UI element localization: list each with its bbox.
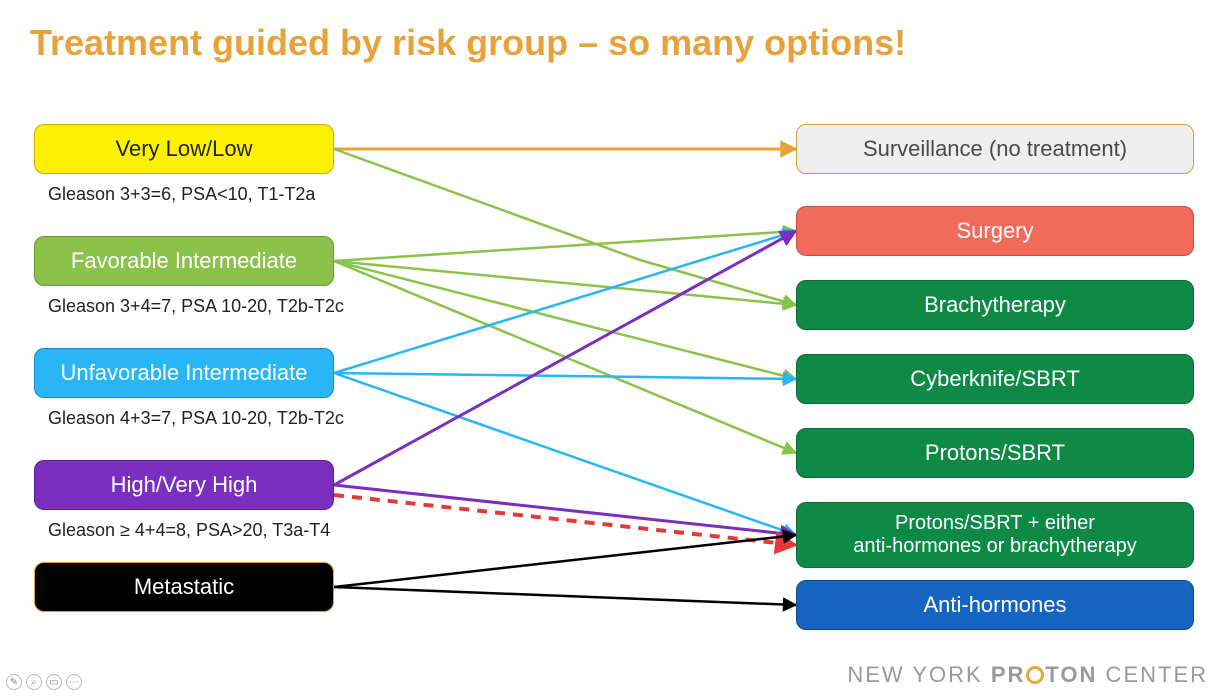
- treatment-box-surveillance: Surveillance (no treatment): [796, 124, 1194, 174]
- arrow-high-to-protons-plus: [334, 485, 796, 535]
- subtext-unfav-int: Gleason 4+3=7, PSA 10-20, T2b-T2c: [48, 408, 344, 429]
- subtext-fav-int: Gleason 3+4=7, PSA 10-20, T2b-T2c: [48, 296, 344, 317]
- treatment-box-cyber: Cyberknife/SBRT: [796, 354, 1194, 404]
- arrow-metastatic-to-antih: [334, 587, 796, 605]
- treatment-box-protons-plus: Protons/SBRT + either anti-hormones or b…: [796, 502, 1194, 568]
- footer-o-icon: [1026, 666, 1044, 684]
- arrow-metastatic-to-protons-plus: [334, 535, 796, 587]
- risk-box-very-low: Very Low/Low: [34, 124, 334, 174]
- subtext-very-low: Gleason 3+3=6, PSA<10, T1-T2a: [48, 184, 315, 205]
- arrow-unfav-int-to-protons-plus: [334, 373, 796, 535]
- more-icon[interactable]: ⋯: [66, 674, 82, 690]
- footer-text-d: CENTER: [1097, 662, 1208, 687]
- footer-text-b: PR: [991, 662, 1026, 687]
- slide-title: Treatment guided by risk group – so many…: [30, 22, 906, 64]
- arrow-fav-int-to-cyber: [334, 261, 796, 379]
- footer-text-c: TON: [1045, 662, 1097, 687]
- treatment-box-brachy: Brachytherapy: [796, 280, 1194, 330]
- subtext-high: Gleason ≥ 4+4=8, PSA>20, T3a-T4: [48, 520, 330, 541]
- risk-box-metastatic: Metastatic: [34, 562, 334, 612]
- footer-logo: NEW YORK PR TON CENTER: [847, 662, 1208, 688]
- risk-box-high: High/Very High: [34, 460, 334, 510]
- zoom-icon[interactable]: ⌕: [26, 674, 42, 690]
- arrow-unfav-int-to-surgery: [334, 231, 796, 373]
- arrow-unfav-int-to-cyber: [334, 373, 796, 379]
- arrow-fav-int-to-surgery: [334, 231, 796, 261]
- arrow-very-low-to-brachy: [334, 149, 796, 305]
- screen-icon[interactable]: ▭: [46, 674, 62, 690]
- footer-text-a: NEW YORK: [847, 662, 991, 687]
- arrow-fav-int-to-brachy: [334, 261, 796, 305]
- risk-box-fav-int: Favorable Intermediate: [34, 236, 334, 286]
- presenter-controls: ✎ ⌕ ▭ ⋯: [6, 674, 82, 690]
- slide: Treatment guided by risk group – so many…: [0, 0, 1228, 696]
- risk-box-unfav-int: Unfavorable Intermediate: [34, 348, 334, 398]
- treatment-box-protons: Protons/SBRT: [796, 428, 1194, 478]
- arrow-high-to-surgery: [334, 231, 796, 485]
- pen-icon[interactable]: ✎: [6, 674, 22, 690]
- treatment-box-antih: Anti-hormones: [796, 580, 1194, 630]
- arrow-high-to-protons-plus: [334, 495, 796, 545]
- treatment-box-surgery: Surgery: [796, 206, 1194, 256]
- arrow-fav-int-to-protons: [334, 261, 796, 453]
